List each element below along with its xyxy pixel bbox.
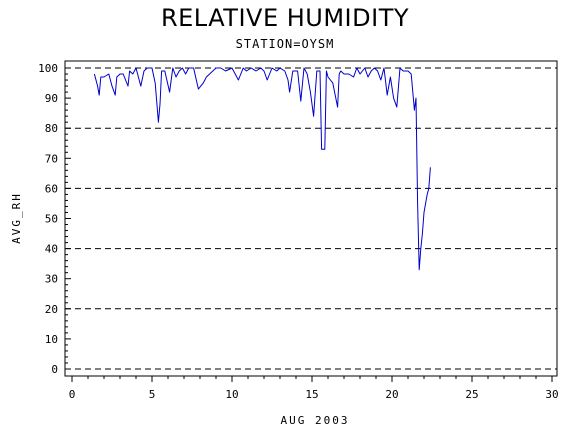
y-axis: 0 10 20 30 40 50 60 70 80 90 100	[38, 62, 71, 376]
x-axis-label: AUG 2003	[281, 414, 350, 427]
x-tick-label: 15	[305, 388, 318, 401]
x-tick-label: 0	[69, 388, 76, 401]
y-tick-label: 100	[38, 62, 58, 75]
series-line-1	[93, 67, 431, 271]
y-tick-label: 70	[45, 152, 58, 165]
y-tick-label: 0	[51, 363, 58, 376]
series-group	[93, 67, 431, 271]
y-tick-label: 40	[45, 243, 58, 256]
y-tick-label: 80	[45, 122, 58, 135]
chart-subtitle: STATION=OYSM	[235, 37, 335, 51]
x-tick-label: 25	[465, 388, 478, 401]
x-axis: 0 5 10 15 20 25 30	[69, 376, 559, 401]
y-tick-label: 50	[45, 213, 58, 226]
x-tick-label: 10	[225, 388, 238, 401]
y-axis-label: AVG_RH	[10, 192, 23, 244]
x-tick-label: 30	[545, 388, 558, 401]
x-tick-label: 5	[149, 388, 156, 401]
plot-frame	[64, 60, 558, 377]
reference-lines	[65, 67, 557, 370]
y-tick-label: 10	[45, 333, 58, 346]
y-tick-label: 20	[45, 303, 58, 316]
y-tick-label: 30	[45, 273, 58, 286]
y-tick-label: 60	[45, 182, 58, 195]
y-tick-label: 90	[45, 92, 58, 105]
chart-title: RELATIVE HUMIDITY	[160, 4, 410, 32]
x-tick-label: 20	[385, 388, 398, 401]
